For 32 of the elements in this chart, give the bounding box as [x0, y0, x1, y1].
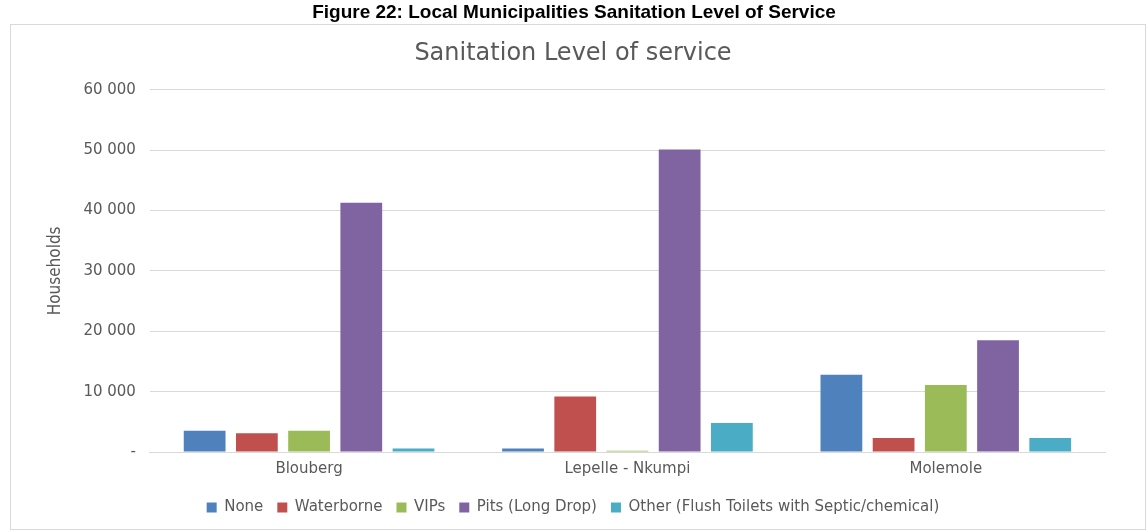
- y-tick-label: 20 000: [83, 321, 136, 340]
- bar: [554, 396, 597, 452]
- bar: [340, 202, 383, 452]
- x-tick-label: Molemole: [909, 458, 983, 477]
- legend-label: Waterborne: [294, 497, 383, 516]
- bar: [392, 448, 435, 452]
- bar: [1029, 438, 1072, 452]
- bar: [872, 438, 915, 452]
- bar: [820, 374, 863, 452]
- bar: [658, 149, 701, 452]
- x-tick-label: Blouberg: [275, 458, 343, 477]
- x-tick-label: Lepelle - Nkumpi: [564, 458, 691, 477]
- chart-title: Figure 22: Local Municipalities Sanitation Level of Service: [311, 0, 837, 24]
- y-tick-label: 50 000: [83, 140, 136, 159]
- bar: [183, 430, 226, 452]
- y-tick-label: 30 000: [83, 260, 136, 279]
- legend-label: None: [224, 497, 264, 516]
- bar: [924, 384, 967, 452]
- y-tick-label: 10 000: [83, 381, 136, 400]
- chart-subtitle: Sanitation Level of service: [414, 37, 732, 66]
- legend-label: VIPs: [413, 497, 446, 516]
- legend-label: Other (Flush Toilets with Septic/chemical): [628, 497, 940, 516]
- bar: [288, 430, 330, 452]
- y-tick-label: 40 000: [83, 200, 136, 219]
- legend-label: Pits (Long Drop): [476, 497, 597, 516]
- y-axis-title: Households: [43, 226, 64, 316]
- y-tick-label: 60 000: [83, 79, 136, 98]
- y-tick-label: -: [130, 441, 136, 460]
- bar: [710, 423, 753, 452]
- bar: [235, 433, 278, 452]
- bar: [502, 448, 544, 452]
- bar: [977, 340, 1019, 452]
